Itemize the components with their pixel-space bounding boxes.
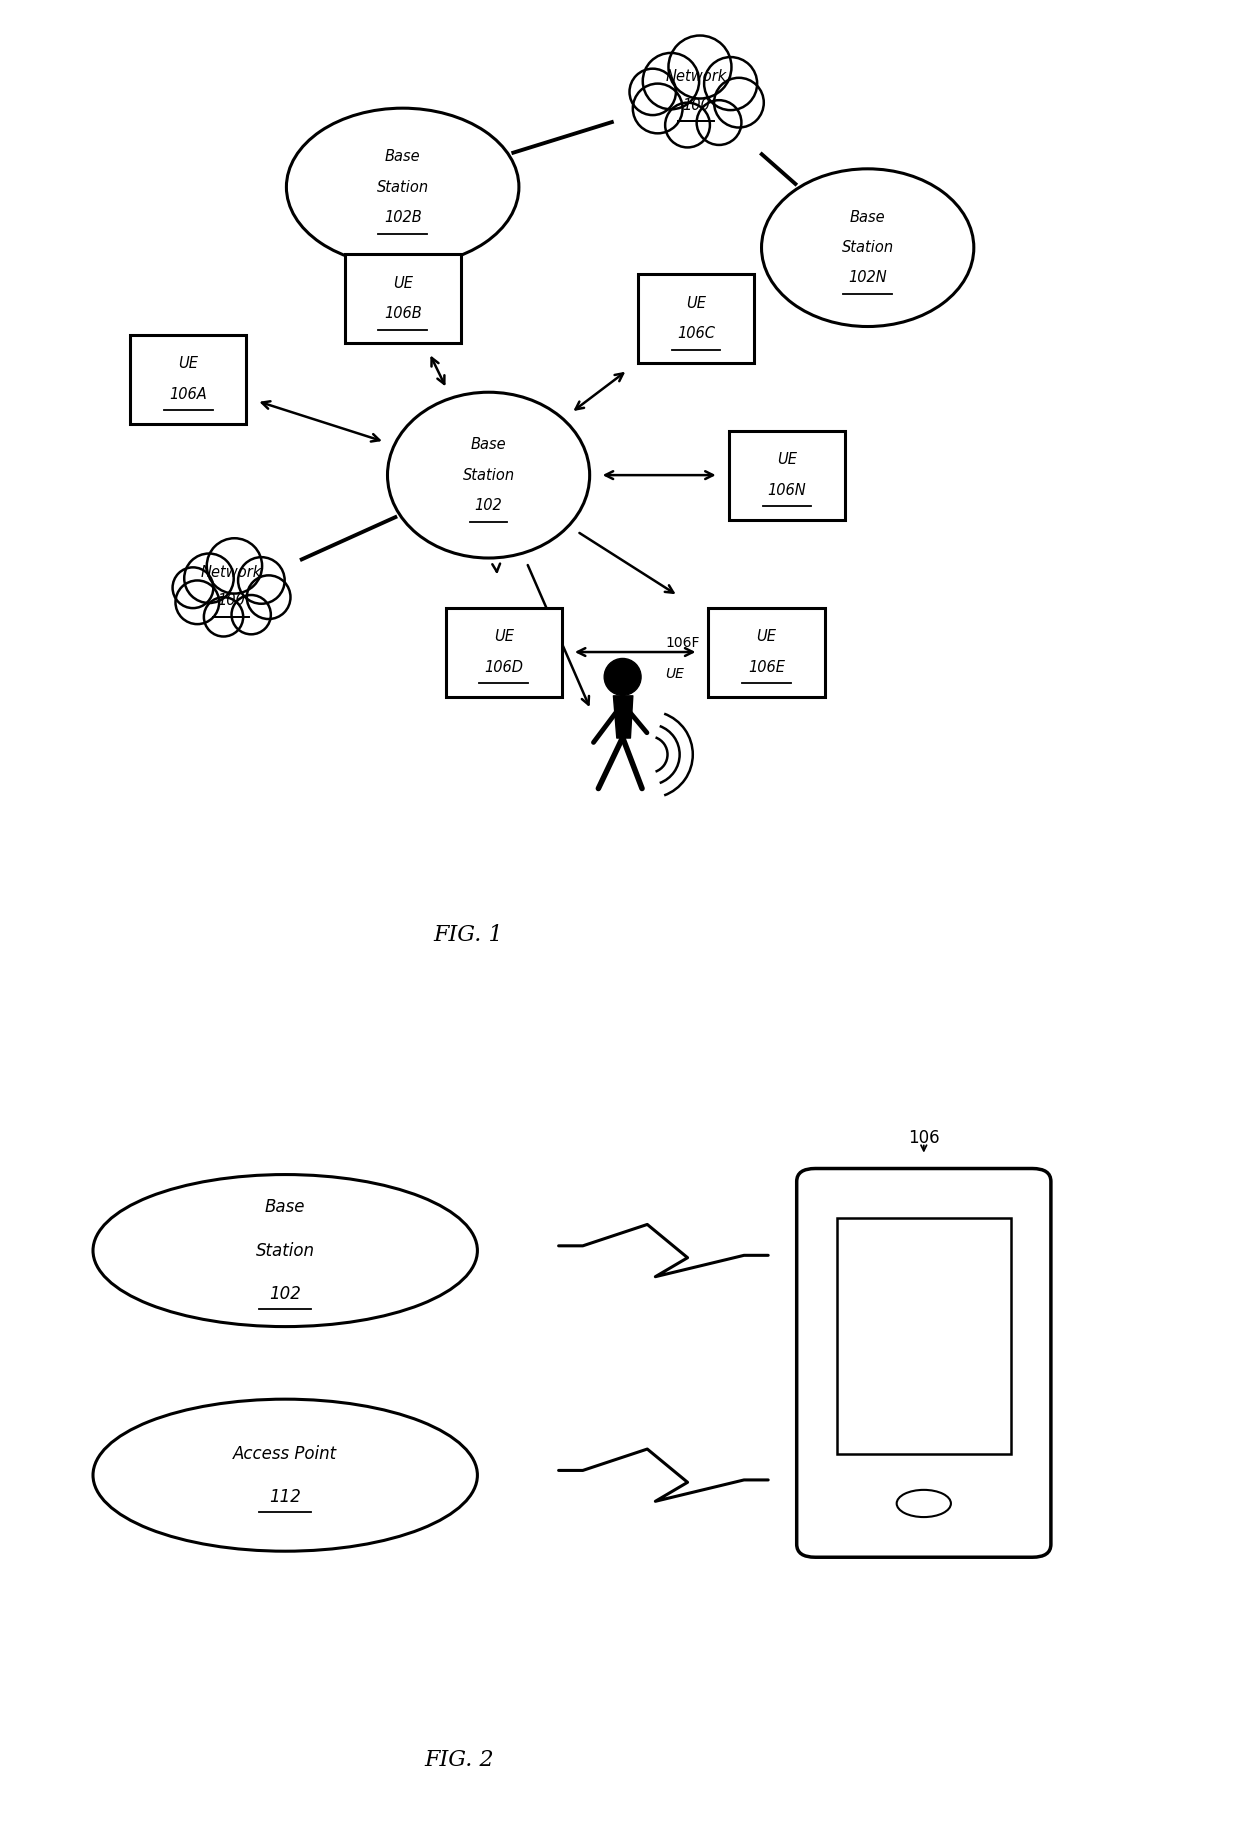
- Text: 106A: 106A: [170, 386, 207, 403]
- Text: Station: Station: [463, 467, 515, 483]
- Bar: [708, 608, 825, 697]
- Text: Access Point: Access Point: [233, 1445, 337, 1463]
- Circle shape: [642, 53, 699, 108]
- Circle shape: [176, 581, 219, 625]
- Text: Base: Base: [849, 210, 885, 224]
- Text: 106C: 106C: [677, 325, 714, 342]
- Ellipse shape: [897, 1491, 951, 1516]
- Circle shape: [665, 103, 711, 147]
- Text: 106F: 106F: [666, 636, 701, 651]
- Text: Network: Network: [665, 70, 727, 85]
- Ellipse shape: [286, 108, 518, 267]
- Circle shape: [632, 83, 682, 134]
- Circle shape: [247, 575, 290, 619]
- Text: 102B: 102B: [384, 210, 422, 224]
- Text: 100: 100: [682, 97, 709, 112]
- Text: Network: Network: [200, 564, 262, 579]
- Text: Base: Base: [265, 1198, 305, 1217]
- Text: 106: 106: [908, 1129, 940, 1147]
- Text: 106E: 106E: [748, 660, 785, 675]
- Text: UE: UE: [494, 629, 513, 645]
- Text: Station: Station: [377, 180, 429, 195]
- Text: Station: Station: [255, 1242, 315, 1259]
- Bar: [729, 430, 844, 520]
- Text: UE: UE: [756, 629, 776, 645]
- Text: Base: Base: [471, 437, 506, 452]
- Circle shape: [185, 553, 233, 603]
- Ellipse shape: [93, 1174, 477, 1327]
- Text: UE: UE: [776, 452, 797, 467]
- Bar: [637, 274, 754, 362]
- Ellipse shape: [761, 169, 973, 327]
- Bar: [345, 254, 461, 342]
- Text: FIG. 2: FIG. 2: [424, 1750, 494, 1772]
- Circle shape: [604, 658, 641, 695]
- Circle shape: [172, 568, 213, 608]
- Circle shape: [630, 68, 676, 116]
- Text: 102: 102: [475, 498, 502, 513]
- Text: 106N: 106N: [768, 483, 806, 498]
- Text: FIG. 1: FIG. 1: [434, 925, 503, 947]
- Text: 100: 100: [217, 594, 244, 608]
- Ellipse shape: [93, 1399, 477, 1551]
- Text: 112: 112: [269, 1487, 301, 1505]
- FancyBboxPatch shape: [796, 1169, 1050, 1557]
- Text: 106B: 106B: [384, 305, 422, 322]
- Circle shape: [668, 35, 732, 99]
- Circle shape: [714, 77, 764, 127]
- Circle shape: [207, 539, 262, 594]
- Bar: [837, 1219, 1011, 1454]
- Text: 102N: 102N: [848, 270, 887, 285]
- Text: UE: UE: [393, 276, 413, 290]
- Text: UE: UE: [179, 357, 198, 371]
- Circle shape: [232, 596, 270, 634]
- Bar: [130, 335, 247, 423]
- Text: 102: 102: [269, 1285, 301, 1303]
- Ellipse shape: [387, 391, 590, 559]
- Circle shape: [203, 597, 243, 636]
- Text: UE: UE: [666, 667, 684, 682]
- Text: UE: UE: [686, 296, 706, 311]
- Bar: [445, 608, 562, 697]
- Circle shape: [238, 557, 285, 603]
- Text: Station: Station: [842, 241, 894, 255]
- Text: Base: Base: [384, 149, 420, 164]
- Circle shape: [697, 101, 742, 145]
- Circle shape: [704, 57, 758, 110]
- Text: 106D: 106D: [485, 660, 523, 675]
